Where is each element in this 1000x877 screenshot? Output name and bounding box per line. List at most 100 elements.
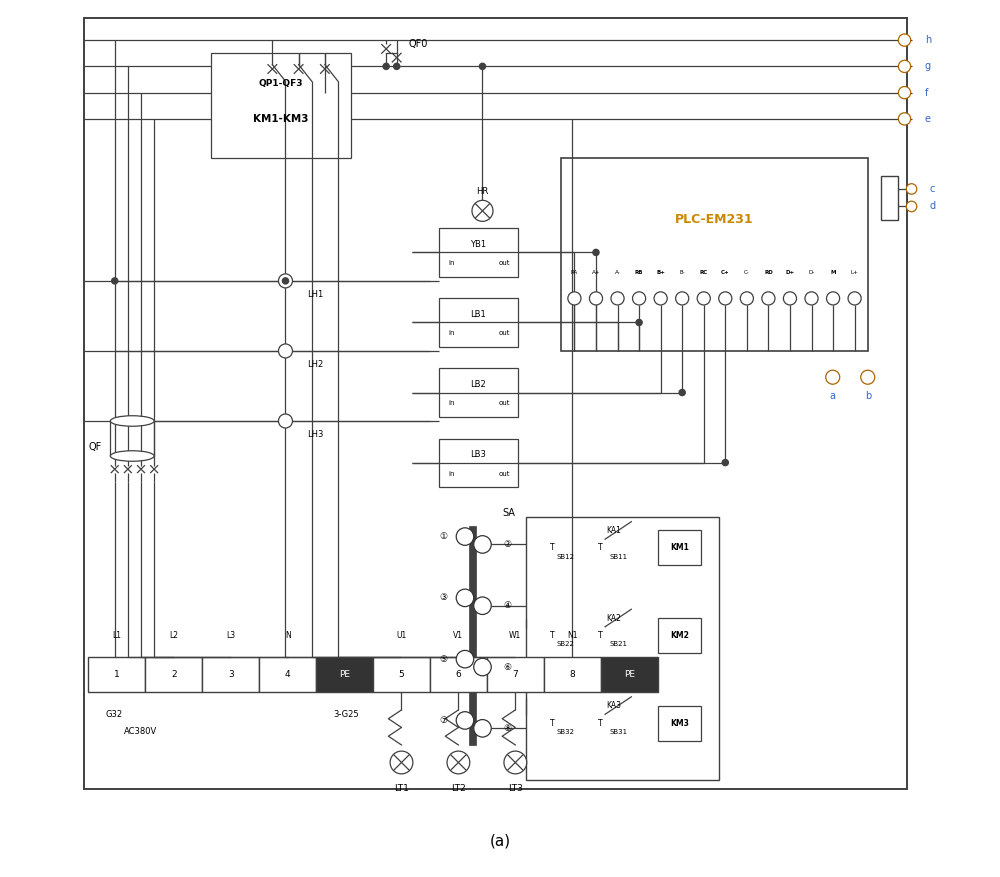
Text: PE: PE — [624, 670, 635, 680]
Bar — [561, 159, 868, 351]
Circle shape — [504, 751, 527, 774]
Text: f: f — [925, 88, 928, 97]
Circle shape — [474, 597, 491, 615]
Bar — [211, 53, 351, 159]
Text: QF0: QF0 — [408, 39, 427, 49]
Circle shape — [589, 292, 603, 305]
Circle shape — [278, 274, 292, 288]
Text: YB1: YB1 — [470, 239, 486, 248]
Text: SB11: SB11 — [609, 553, 627, 560]
Text: KA2: KA2 — [606, 614, 621, 623]
Text: ④: ④ — [503, 602, 511, 610]
Text: T: T — [550, 544, 555, 553]
Bar — [316, 658, 373, 693]
Circle shape — [636, 319, 642, 325]
Circle shape — [783, 292, 797, 305]
Text: SB21: SB21 — [609, 641, 627, 647]
Circle shape — [898, 34, 911, 46]
Circle shape — [472, 200, 493, 221]
Bar — [84, 18, 907, 788]
Circle shape — [479, 63, 486, 69]
Text: L1: L1 — [112, 631, 121, 640]
Text: in: in — [449, 471, 455, 476]
Circle shape — [898, 61, 911, 73]
Text: out: out — [499, 260, 510, 267]
Text: B+: B+ — [656, 269, 665, 275]
Text: D-: D- — [808, 269, 815, 275]
Text: RA: RA — [571, 269, 578, 275]
Circle shape — [906, 183, 917, 194]
Text: PLC-EM231: PLC-EM231 — [675, 213, 754, 226]
Circle shape — [762, 292, 775, 305]
Text: L+: L+ — [851, 269, 858, 275]
Text: V1: V1 — [453, 631, 463, 640]
Circle shape — [740, 292, 753, 305]
Text: in: in — [449, 401, 455, 406]
Bar — [487, 658, 544, 693]
Text: 7: 7 — [512, 670, 518, 680]
Text: ⑦: ⑦ — [439, 716, 447, 725]
Circle shape — [719, 292, 732, 305]
Text: KA3: KA3 — [606, 701, 621, 710]
Bar — [145, 658, 202, 693]
Text: C+: C+ — [721, 269, 730, 275]
Text: 3: 3 — [228, 670, 234, 680]
Text: PE: PE — [339, 670, 350, 680]
Text: KM1-KM3: KM1-KM3 — [253, 114, 309, 124]
Circle shape — [827, 292, 840, 305]
Circle shape — [456, 712, 474, 729]
Text: D+: D+ — [785, 269, 795, 275]
Circle shape — [593, 249, 599, 255]
Circle shape — [394, 63, 400, 69]
Circle shape — [898, 87, 911, 99]
Bar — [430, 658, 487, 693]
Circle shape — [654, 292, 667, 305]
Bar — [259, 658, 316, 693]
Circle shape — [112, 278, 118, 284]
Circle shape — [383, 63, 389, 69]
Circle shape — [861, 370, 875, 384]
Text: 5: 5 — [399, 670, 404, 680]
Circle shape — [805, 292, 818, 305]
Text: in: in — [449, 331, 455, 337]
Text: T: T — [598, 718, 603, 728]
Text: LT3: LT3 — [508, 784, 523, 793]
Text: SB32: SB32 — [557, 729, 575, 735]
Bar — [601, 658, 658, 693]
Text: 4: 4 — [285, 670, 290, 680]
Bar — [88, 658, 145, 693]
Text: T: T — [550, 631, 555, 640]
Text: A+: A+ — [592, 269, 600, 275]
Circle shape — [278, 344, 292, 358]
Bar — [658, 706, 701, 740]
Text: N1: N1 — [567, 631, 577, 640]
Circle shape — [456, 589, 474, 607]
Circle shape — [474, 719, 491, 737]
Circle shape — [447, 751, 470, 774]
Text: RD: RD — [764, 269, 773, 275]
Bar — [110, 421, 154, 456]
Text: LT2: LT2 — [451, 784, 466, 793]
Circle shape — [474, 659, 491, 676]
Text: ③: ③ — [439, 594, 447, 602]
Text: T: T — [598, 544, 603, 553]
Text: KM2: KM2 — [670, 631, 689, 640]
Text: A-: A- — [615, 269, 620, 275]
Text: ⑤: ⑤ — [439, 654, 447, 664]
Circle shape — [906, 201, 917, 211]
Text: SA: SA — [502, 508, 515, 518]
Text: 3-G25: 3-G25 — [334, 709, 359, 719]
Ellipse shape — [110, 451, 154, 461]
Circle shape — [633, 292, 646, 305]
Text: C-: C- — [744, 269, 750, 275]
Text: ⑥: ⑥ — [503, 662, 511, 672]
Text: KA1: KA1 — [606, 526, 621, 535]
Text: KM1: KM1 — [670, 544, 689, 553]
Circle shape — [722, 460, 728, 466]
Text: QF: QF — [88, 442, 102, 453]
Text: a: a — [830, 391, 836, 402]
Circle shape — [278, 414, 292, 428]
Text: LH3: LH3 — [307, 430, 324, 438]
Text: U1: U1 — [396, 631, 407, 640]
Bar — [658, 531, 701, 566]
